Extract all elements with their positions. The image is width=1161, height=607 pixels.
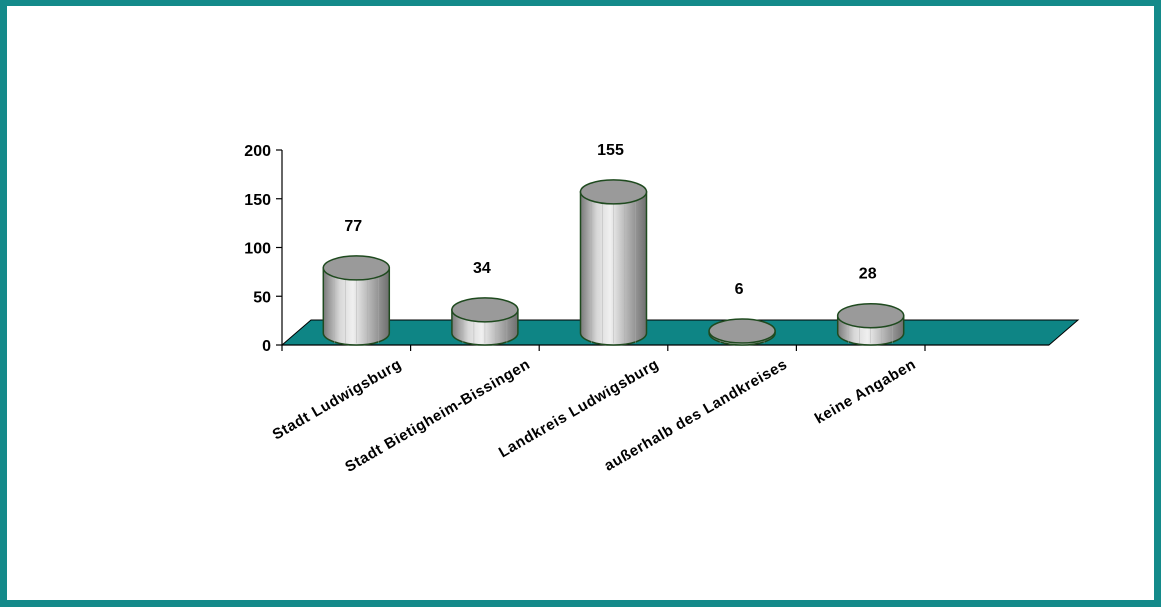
y-tick-label: 0 [262, 338, 271, 355]
bar-4 [708, 318, 776, 346]
bar-top [708, 318, 776, 344]
data-label: 34 [473, 260, 491, 277]
bar-5 [836, 302, 905, 346]
bar-2 [451, 297, 519, 346]
data-label: 28 [859, 266, 877, 283]
bar-top [451, 297, 519, 323]
data-label: 6 [735, 281, 744, 298]
y-tick-label: 200 [244, 143, 271, 160]
category-label: Stadt Ludwigsburg [270, 356, 405, 444]
bar-top [579, 179, 648, 205]
bar-top [836, 302, 905, 329]
chart-floor [280, 319, 1080, 346]
bar-1 [322, 255, 391, 346]
bar-top [322, 255, 391, 281]
data-label: 77 [344, 218, 362, 235]
y-tick-label: 150 [244, 192, 271, 209]
data-label: 155 [597, 142, 624, 159]
y-tick-label: 50 [253, 289, 271, 306]
category-label: keine Angaben [812, 356, 919, 428]
bar-3 [579, 179, 648, 346]
y-tick-label: 100 [244, 241, 271, 258]
